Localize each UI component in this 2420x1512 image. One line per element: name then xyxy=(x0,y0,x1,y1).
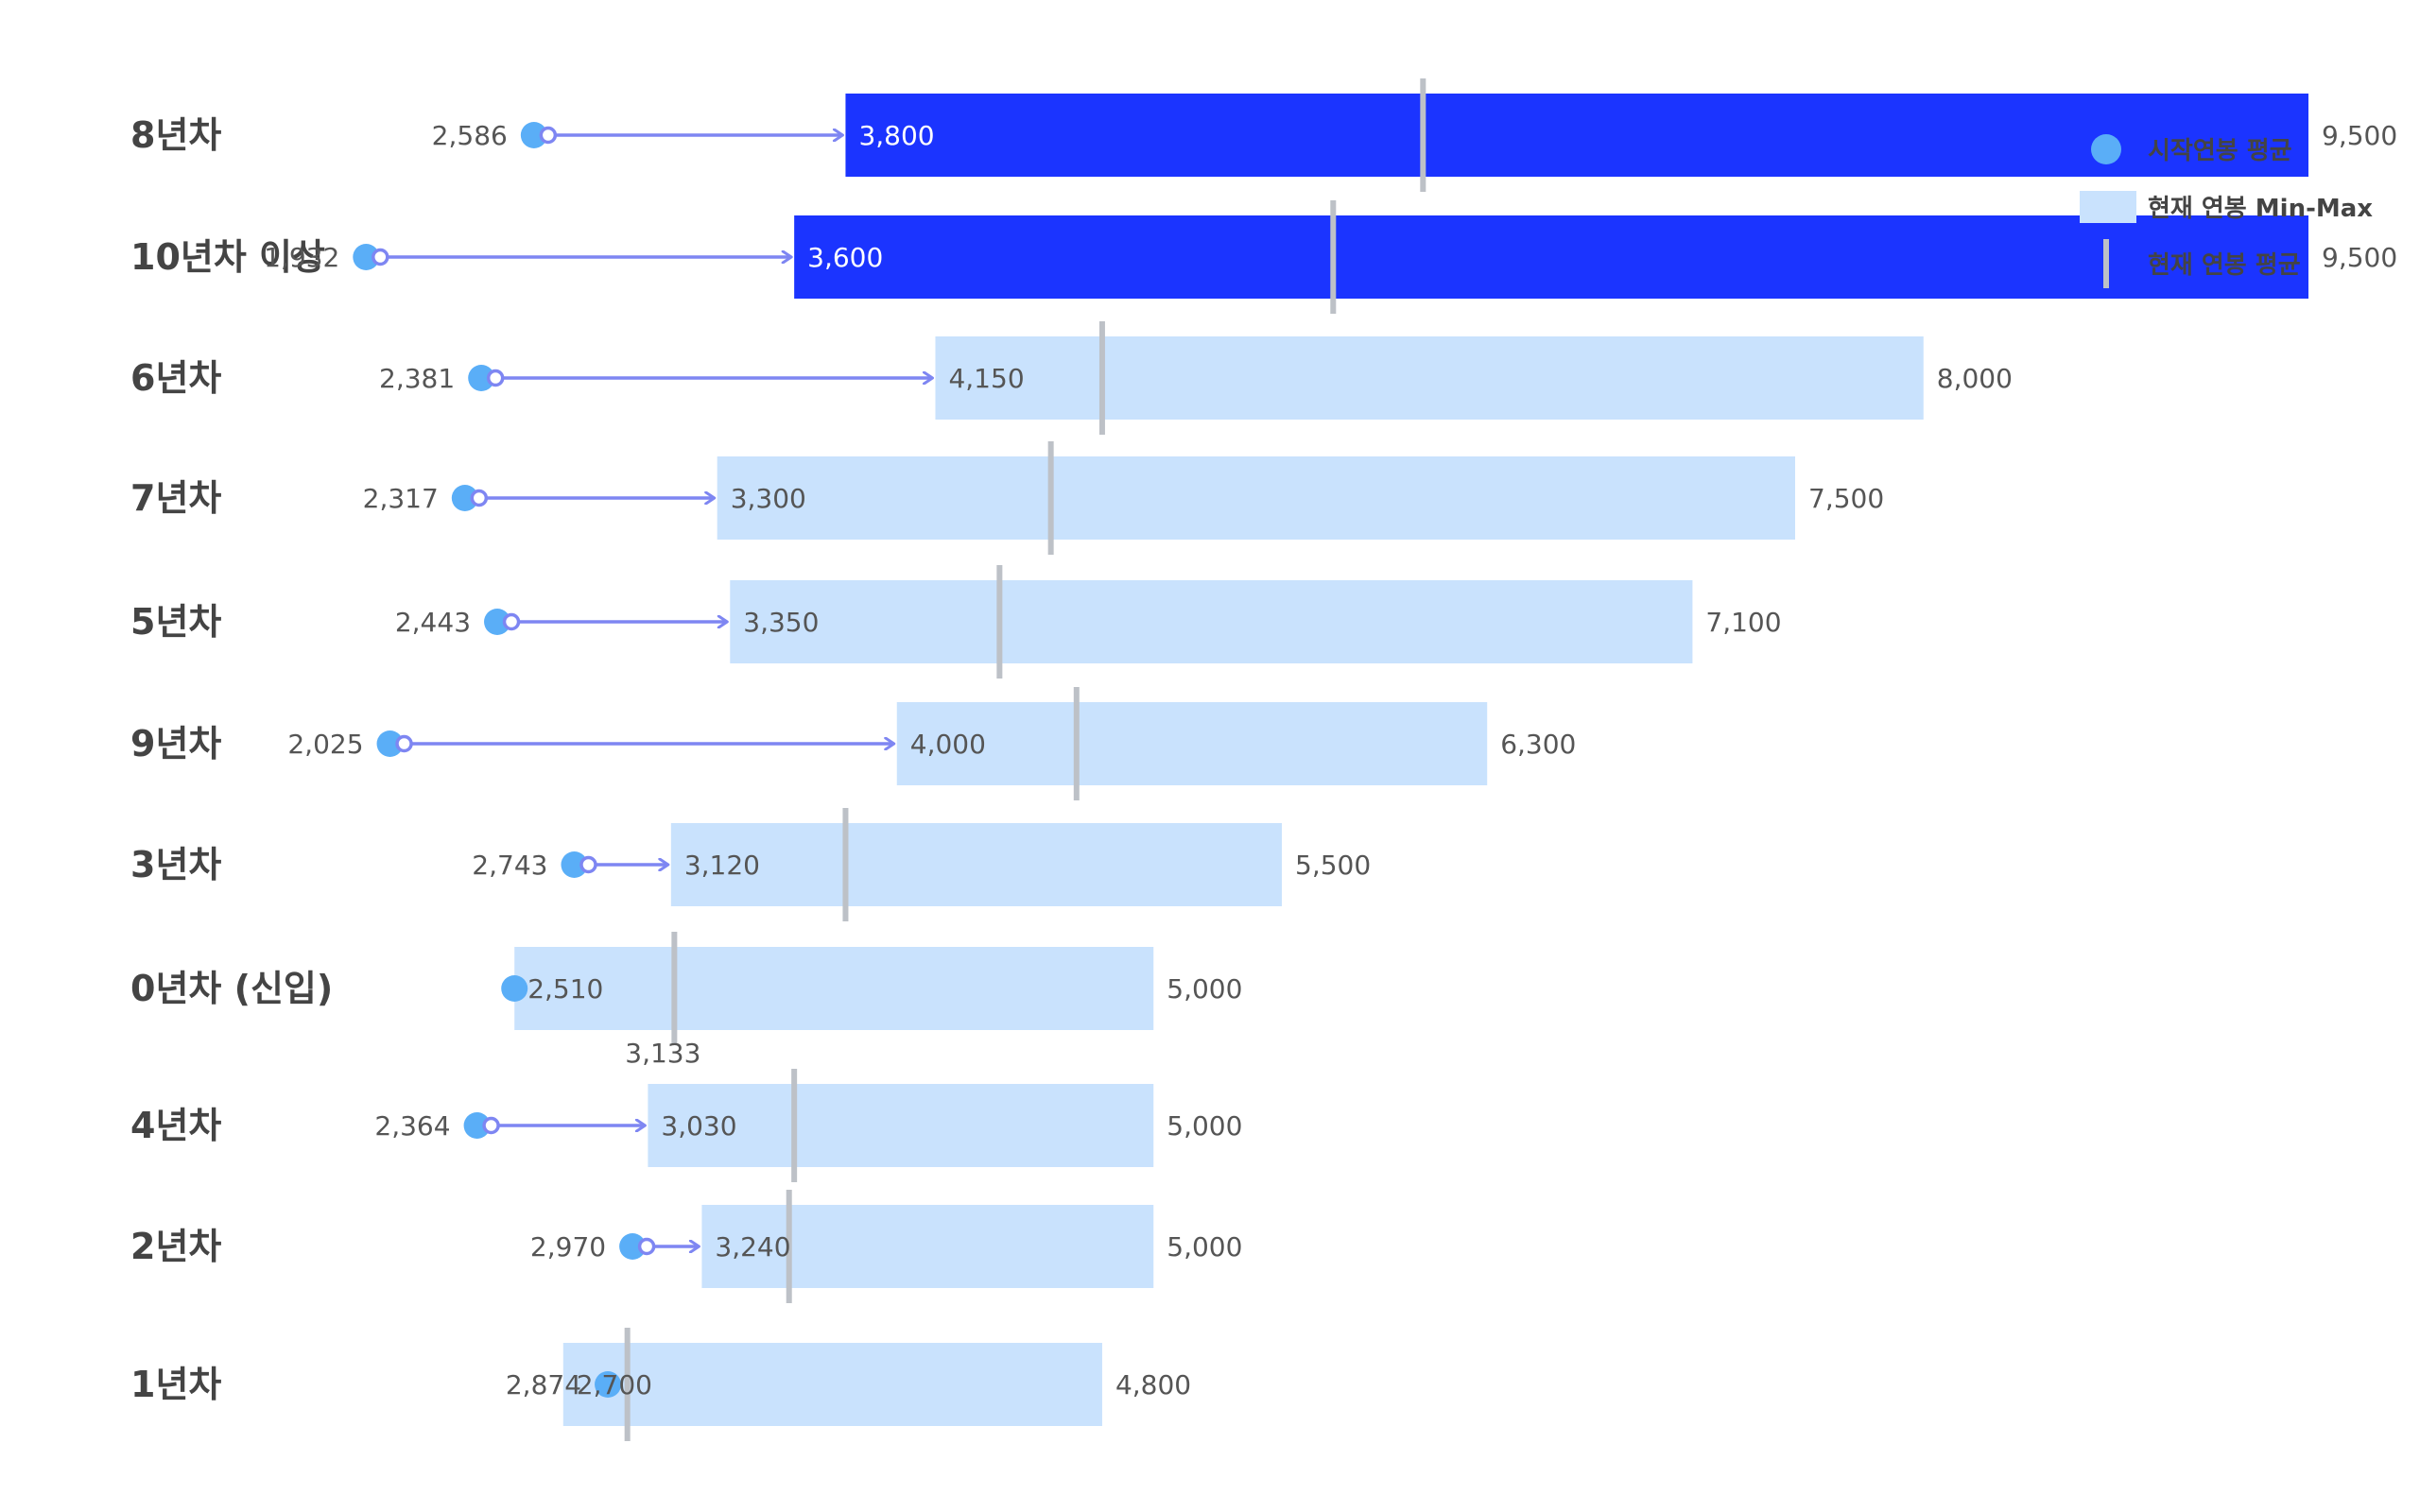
range-bar xyxy=(845,94,2309,177)
start-value-label: 2,443 xyxy=(395,607,471,638)
min-value-label: 2,700 xyxy=(577,1369,652,1400)
start-dot xyxy=(463,1112,491,1139)
start-dot xyxy=(468,365,495,391)
max-value-label: 5,000 xyxy=(1167,1231,1242,1263)
max-value-label: 4,800 xyxy=(1115,1369,1191,1400)
start-value-label: 2,381 xyxy=(379,363,455,394)
start-value-label: 2,586 xyxy=(432,120,508,151)
range-bar xyxy=(562,1343,1102,1426)
max-value-label: 7,100 xyxy=(1705,607,1781,638)
max-value-label: 5,500 xyxy=(1295,850,1371,881)
chart-row: 0년차 (신입) 2,510 5,000 3,133 xyxy=(130,932,1242,1069)
chart-row: 4년차 2,364 3,030 5,000 xyxy=(130,1069,1242,1182)
chart-row: 6년차 2,381 4,150 8,000 xyxy=(130,321,2013,435)
range-bar xyxy=(896,702,1488,785)
min-value-label: 3,300 xyxy=(731,483,806,514)
start-value-label: 1,932 xyxy=(264,242,339,273)
start-value-label: 2,364 xyxy=(374,1110,450,1142)
chart-row: 5년차 2,443 3,350 7,100 xyxy=(130,565,1782,679)
chart-row: 3년차 2,743 3,120 5,500 xyxy=(130,808,1371,921)
start-dot xyxy=(451,485,478,511)
legend-circle-icon xyxy=(2091,134,2121,164)
arrow-origin xyxy=(395,734,413,753)
min-value-label: 3,240 xyxy=(715,1231,790,1263)
arrow-origin xyxy=(539,126,558,145)
legend-item: 현재 연봉 Min-Max xyxy=(2080,191,2373,223)
start-value-label: 2,970 xyxy=(530,1231,606,1263)
min-value-label: 4,000 xyxy=(910,729,986,760)
range-bar xyxy=(701,1205,1154,1288)
min-value-label: 4,150 xyxy=(948,363,1024,394)
range-bar xyxy=(648,1084,1154,1167)
category-label: 1년차 xyxy=(130,1364,221,1405)
start-dot xyxy=(520,122,547,148)
min-value-label: 2,510 xyxy=(527,973,603,1005)
min-value-label: 3,600 xyxy=(807,242,883,273)
start-dot xyxy=(595,1371,622,1398)
start-dot xyxy=(484,609,511,635)
arrow-origin xyxy=(579,855,597,874)
category-label: 0년차 (신입) xyxy=(130,968,333,1009)
chart-row: 9년차 2,025 4,000 6,300 xyxy=(130,687,1576,800)
legend-rect-icon xyxy=(2080,191,2136,223)
chart-row: 10년차 이상1,932 3,600 9,500 xyxy=(130,200,2397,314)
category-label: 10년차 이상 xyxy=(130,236,325,278)
category-label: 4년차 xyxy=(130,1105,221,1146)
legend-label: 현재 연봉 평균 xyxy=(2148,251,2301,280)
chart-row: 7년차 2,317 3,300 7,500 xyxy=(130,441,1884,555)
start-dot xyxy=(619,1233,647,1260)
start-value-label: 2,743 xyxy=(472,850,547,881)
category-label: 6년차 xyxy=(130,357,221,399)
start-dot xyxy=(353,244,380,270)
max-value-label: 5,000 xyxy=(1167,973,1242,1005)
legend-item: 현재 연봉 평균 xyxy=(2103,239,2301,288)
legend-item: 시작연봉 평균 xyxy=(2091,134,2292,165)
max-value-label: 8,000 xyxy=(1937,363,2013,394)
max-value-label: 7,500 xyxy=(1808,483,1884,514)
min-value-label: 3,120 xyxy=(684,850,760,881)
max-value-label: 5,000 xyxy=(1167,1110,1242,1142)
max-value-label: 9,500 xyxy=(2322,120,2397,151)
start-value-label: 2,025 xyxy=(287,729,363,760)
avg-value-label: 3,133 xyxy=(625,1038,700,1069)
category-label: 9년차 xyxy=(130,723,221,765)
max-value-label: 9,500 xyxy=(2322,242,2397,273)
start-value-label: 2,317 xyxy=(363,483,439,514)
category-label: 8년차 xyxy=(130,114,221,156)
min-value-label: 3,350 xyxy=(743,607,819,638)
start-dot xyxy=(376,730,404,757)
arrow-origin xyxy=(502,612,521,631)
category-label: 5년차 xyxy=(130,601,221,643)
category-label: 7년차 xyxy=(130,477,221,519)
range-bar xyxy=(717,456,1796,540)
range-bar xyxy=(794,215,2308,299)
arrow-origin xyxy=(470,489,489,507)
start-value-label: 2,874 xyxy=(506,1369,581,1400)
max-value-label: 6,300 xyxy=(1500,729,1576,760)
chart-row: 2년차 2,970 3,240 5,000 xyxy=(130,1190,1242,1303)
arrow-origin xyxy=(482,1116,500,1135)
range-bar xyxy=(514,947,1154,1030)
start-dot xyxy=(561,851,588,878)
range-bar xyxy=(935,336,1924,420)
min-value-label: 3,800 xyxy=(858,120,934,151)
chart-rows: 8년차 2,586 3,800 9,500 10년차 이상1,932 3,600 9,500… xyxy=(130,78,2397,1441)
category-label: 2년차 xyxy=(130,1226,221,1267)
arrow-origin xyxy=(637,1237,656,1256)
start-dot xyxy=(501,975,528,1002)
chart-row: 8년차 2,586 3,800 9,500 xyxy=(130,78,2397,192)
range-bar xyxy=(730,580,1693,663)
category-label: 3년차 xyxy=(130,844,221,885)
arrow-origin xyxy=(486,369,505,387)
legend-label: 현재 연봉 Min-Max xyxy=(2148,195,2373,223)
legend-label: 시작연봉 평균 xyxy=(2148,137,2292,165)
arrow-origin xyxy=(372,248,389,266)
range-bar xyxy=(670,823,1282,906)
min-value-label: 3,030 xyxy=(661,1110,736,1142)
